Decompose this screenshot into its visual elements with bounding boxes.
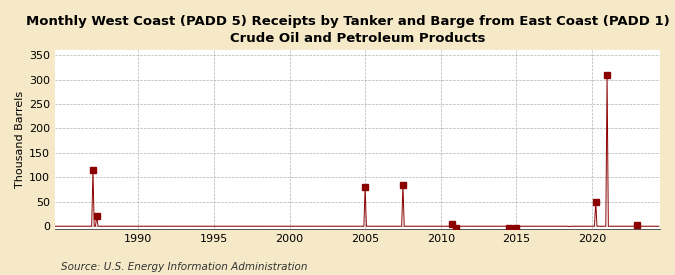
Text: Source: U.S. Energy Information Administration: Source: U.S. Energy Information Administ… <box>61 262 307 272</box>
Title: Monthly West Coast (PADD 5) Receipts by Tanker and Barge from East Coast (PADD 1: Monthly West Coast (PADD 5) Receipts by … <box>26 15 675 45</box>
Y-axis label: Thousand Barrels: Thousand Barrels <box>15 91 25 188</box>
